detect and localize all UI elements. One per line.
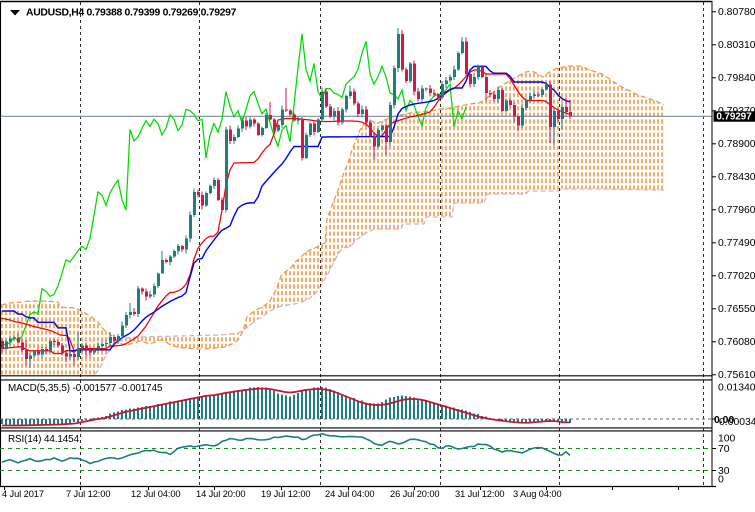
svg-text:7 Jul 12:00: 7 Jul 12:00 [66,489,110,499]
svg-text:0.0003435: 0.0003435 [719,417,755,428]
svg-text:0.79297: 0.79297 [716,111,752,122]
svg-text:0.80780: 0.80780 [718,7,755,18]
svg-text:19 Jul 12:00: 19 Jul 12:00 [261,489,310,499]
svg-text:0.013406: 0.013406 [718,383,755,394]
svg-text:31 Jul 12:00: 31 Jul 12:00 [455,489,504,499]
svg-text:RSI(14) 44.1454: RSI(14) 44.1454 [8,434,80,445]
svg-text:14 Jul 20:00: 14 Jul 20:00 [196,489,245,499]
svg-text:0.75610: 0.75610 [718,370,755,381]
svg-text:0.80310: 0.80310 [718,40,755,51]
svg-text:0.79840: 0.79840 [718,73,755,84]
svg-text:0: 0 [718,474,724,485]
svg-text:0.77490: 0.77490 [718,238,755,249]
svg-text:12 Jul 04:00: 12 Jul 04:00 [131,489,180,499]
svg-text:AUDUSD,H4 0.79388 0.79399 0.79: AUDUSD,H4 0.79388 0.79399 0.79269 0.7929… [26,8,237,19]
svg-text:26 Jul 20:00: 26 Jul 20:00 [390,489,439,499]
svg-text:MACD(5,35,5) -0.001577 -0.0017: MACD(5,35,5) -0.001577 -0.001745 [8,383,163,394]
svg-text:0.77020: 0.77020 [718,271,755,282]
svg-text:0.78900: 0.78900 [718,139,755,150]
svg-text:70: 70 [718,444,730,455]
svg-text:3 Aug 04:00: 3 Aug 04:00 [513,489,562,499]
svg-text:0.76080: 0.76080 [718,337,755,348]
svg-text:0.76550: 0.76550 [718,304,755,315]
svg-text:0.78430: 0.78430 [718,172,755,183]
svg-text:24 Jul 04:00: 24 Jul 04:00 [325,489,374,499]
svg-text:0.77960: 0.77960 [718,205,755,216]
svg-text:4 Jul 2017: 4 Jul 2017 [2,489,44,499]
